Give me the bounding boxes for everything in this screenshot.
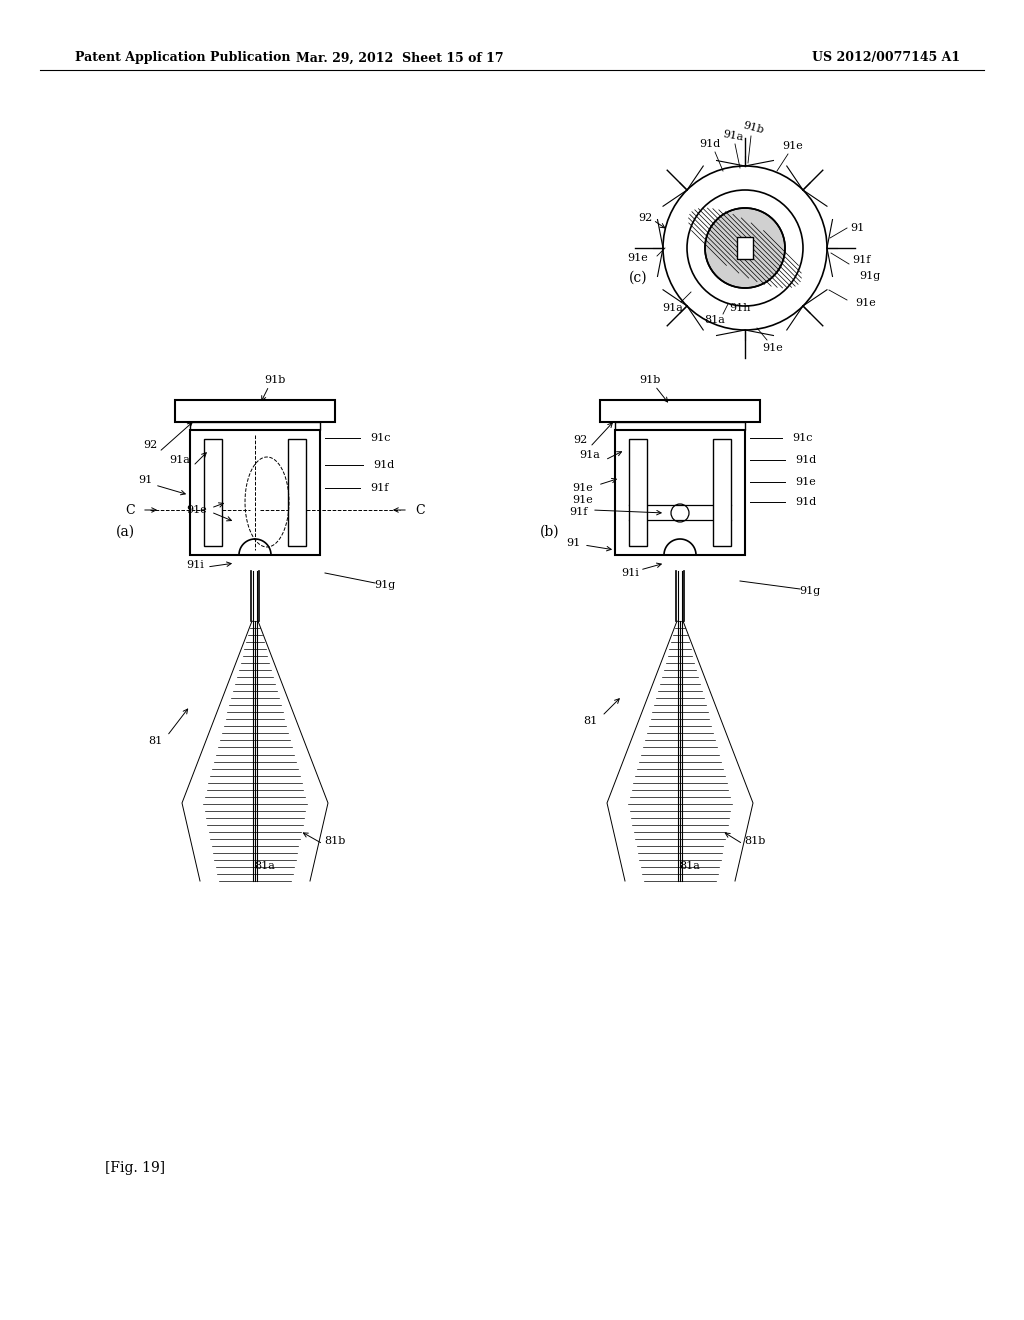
Text: 91f: 91f [370,483,388,492]
Text: 91: 91 [138,475,153,484]
Text: (a): (a) [116,525,134,539]
Text: 91a: 91a [170,455,190,465]
Text: 91g: 91g [375,579,395,590]
Text: C: C [415,503,425,516]
Text: US 2012/0077145 A1: US 2012/0077145 A1 [812,51,961,65]
Text: Mar. 29, 2012  Sheet 15 of 17: Mar. 29, 2012 Sheet 15 of 17 [296,51,504,65]
Text: 92: 92 [143,440,157,450]
Text: 91d: 91d [795,498,816,507]
Circle shape [687,190,803,306]
Text: 81a: 81a [705,315,725,325]
Bar [600,400,760,422]
Text: 91a: 91a [722,129,744,143]
Text: 81a: 81a [255,861,275,871]
Text: 81b: 81b [744,836,766,846]
Circle shape [705,209,785,288]
Text: 81b: 81b [325,836,346,846]
Text: 91b: 91b [639,375,660,385]
Bar [615,430,745,554]
Text: 91b: 91b [264,375,286,385]
Text: 91e: 91e [795,477,816,487]
Text: 91g: 91g [800,586,820,597]
Text: 91i: 91i [186,560,204,570]
Bar [175,400,335,422]
Text: C: C [125,503,135,516]
Text: 91e: 91e [782,141,804,150]
Text: (c): (c) [629,271,647,285]
Text: 91c: 91c [370,433,390,444]
Text: 91g: 91g [859,271,881,281]
Text: 91i: 91i [622,568,639,578]
Text: 91a: 91a [663,304,683,313]
Bar [737,238,753,259]
Text: 91e: 91e [572,495,593,506]
Bar [204,440,222,546]
Text: [Fig. 19]: [Fig. 19] [105,1162,165,1175]
Text: 81a: 81a [680,861,700,871]
Text: 91e: 91e [855,298,876,308]
Bar [190,422,319,430]
Text: 91b: 91b [741,120,765,136]
Text: 91d: 91d [699,139,721,149]
Bar [629,440,647,546]
Bar [615,422,745,430]
Bar [713,440,731,546]
Text: 91f: 91f [568,507,587,517]
Text: (b): (b) [541,525,560,539]
Bar [288,440,306,546]
Text: 91c: 91c [792,433,812,444]
Text: 92: 92 [572,436,587,445]
Text: 91h: 91h [729,304,751,313]
Text: Patent Application Publication: Patent Application Publication [75,51,291,65]
Text: 91e: 91e [763,343,783,352]
Text: 91: 91 [566,539,581,548]
Text: 81: 81 [147,737,162,746]
Text: 91d: 91d [795,455,816,465]
Text: 92: 92 [638,213,652,223]
Text: 91a: 91a [580,450,600,459]
Text: 91e: 91e [628,253,648,263]
Text: 81: 81 [583,715,597,726]
Text: 91e: 91e [186,506,208,515]
Text: 91d: 91d [373,459,394,470]
Text: 91f: 91f [852,255,870,265]
Text: 91e: 91e [572,483,593,492]
Text: 91: 91 [850,223,864,234]
Bar [190,430,319,554]
